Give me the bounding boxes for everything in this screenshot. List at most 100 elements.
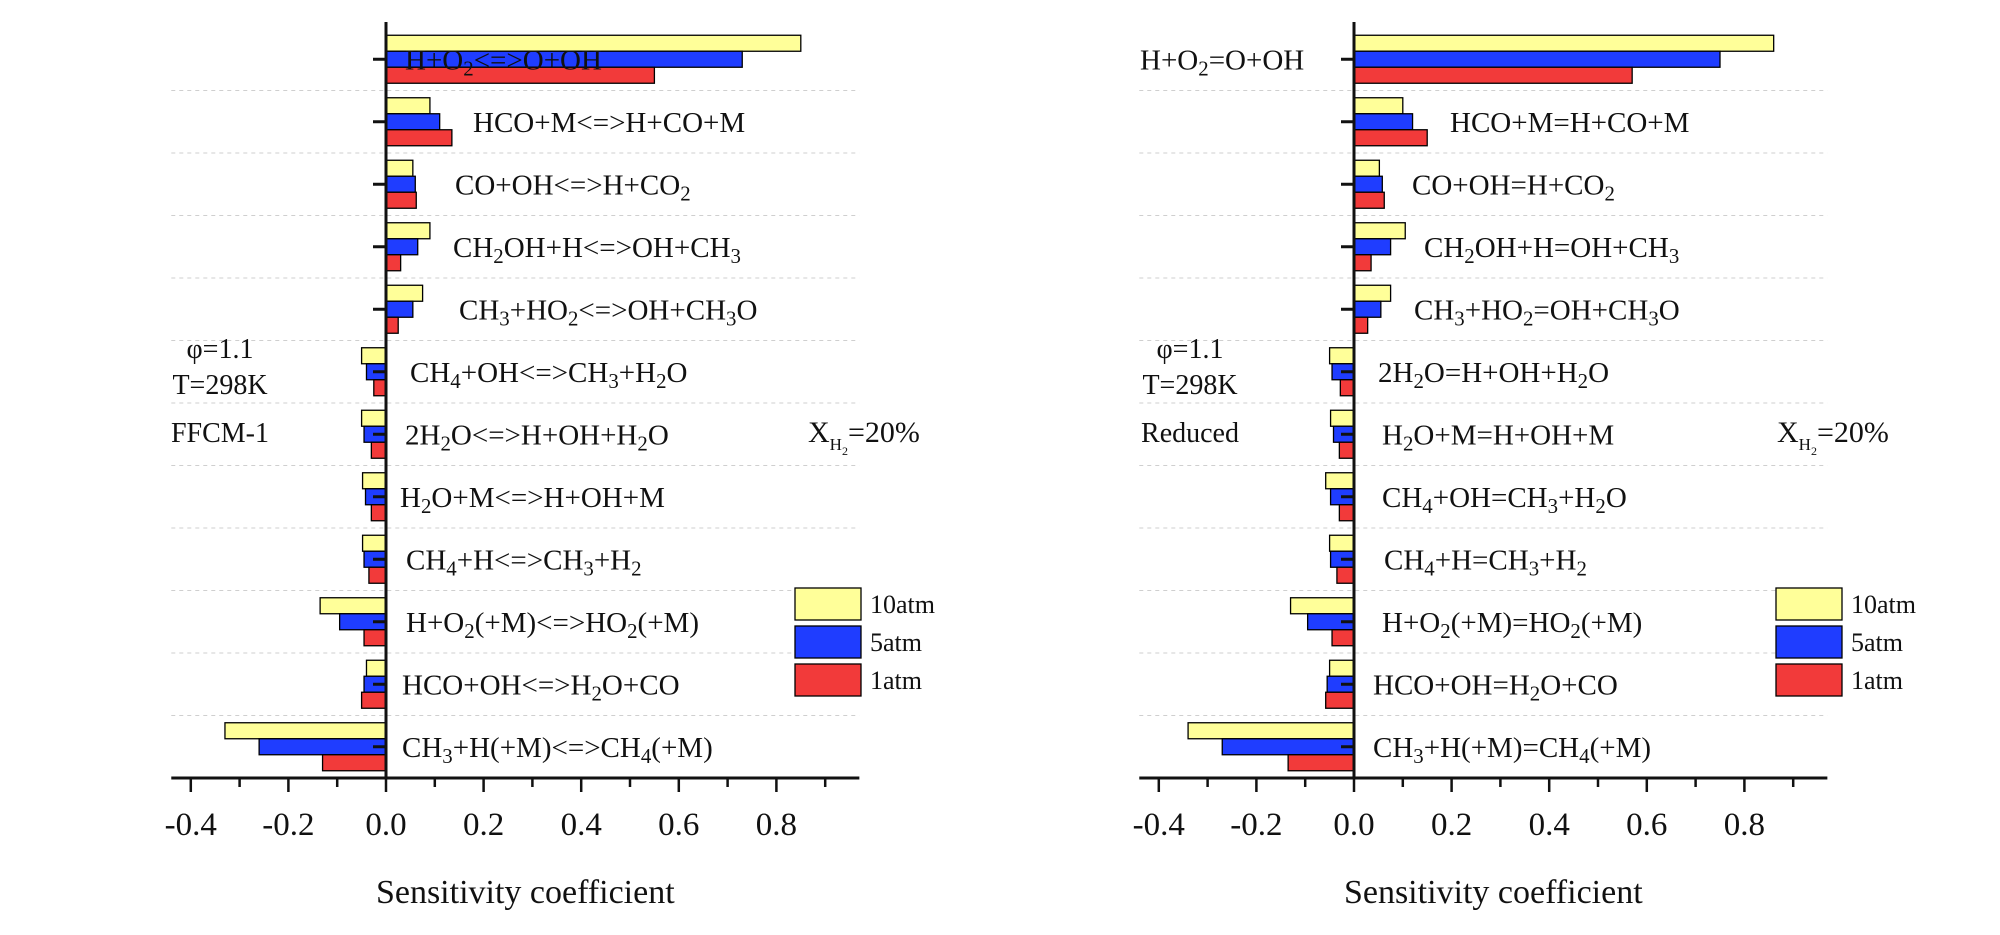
category-label: CO+OH=H+CO2 [1412, 169, 1615, 205]
bar-1atm-10 [1331, 629, 1355, 647]
category-label: HCO+OH=H2O+CO [1373, 669, 1618, 705]
bar-10atm-8 [1325, 472, 1355, 490]
x-tick-label: 0.2 [463, 807, 504, 843]
category-label: CH3+H(+M)=CH4(+M) [1373, 732, 1651, 768]
bar-10atm-10 [1289, 597, 1355, 615]
category-label: CH2OH+H=OH+CH3 [1424, 232, 1679, 268]
bar-1atm-7 [370, 441, 387, 459]
x-tick-label: 0.2 [1431, 807, 1472, 843]
condition-annotation: T=298K [1142, 370, 1237, 401]
category-label: HCO+OH<=>H2O+CO [402, 669, 680, 705]
bar-5atm-12 [1221, 738, 1355, 756]
bar-5atm-12 [258, 738, 387, 756]
bar-1atm-5 [1353, 316, 1369, 334]
legend-swatch-5atm [1775, 625, 1843, 659]
category-label: H+O2<=>O+OH [405, 44, 602, 80]
x-tick-label: 0.6 [658, 807, 699, 843]
bar-1atm-10 [363, 629, 387, 647]
bar-5atm-4 [1353, 238, 1392, 256]
x-tick-label: -0.2 [262, 807, 314, 843]
bar-1atm-2 [1353, 129, 1428, 147]
legend-swatch-5atm [794, 625, 862, 659]
bar-10atm-2 [385, 97, 431, 115]
category-label: CH3+H(+M)<=>CH4(+M) [402, 732, 713, 768]
bar-10atm-6 [1328, 347, 1355, 365]
bar-1atm-7 [1338, 441, 1355, 459]
legend-label-1atm: 1atm [870, 666, 922, 695]
category-label: 2H2O=H+OH+H2O [1378, 357, 1609, 393]
category-label: 2H2O<=>H+OH+H2O [405, 419, 669, 455]
bar-1atm-2 [385, 129, 453, 147]
bar-10atm-1 [1353, 34, 1775, 52]
bar-1atm-4 [1353, 254, 1372, 272]
bar-10atm-4 [1353, 222, 1406, 240]
bar-1atm-12 [1287, 754, 1355, 772]
legend-swatch-10atm [794, 587, 862, 621]
legend-label-10atm: 10atm [870, 590, 935, 619]
legend-label-10atm: 10atm [1851, 590, 1916, 619]
bar-1atm-1 [1353, 66, 1633, 84]
bar-1atm-11 [360, 691, 387, 709]
composition-label: XH2=20% [808, 416, 920, 458]
condition-annotation: φ=1.1 [187, 334, 254, 365]
category-label: HCO+M=H+CO+M [1450, 107, 1689, 139]
category-label: H2O+M=H+OH+M [1382, 419, 1614, 455]
x-tick-label: 0.8 [1724, 807, 1765, 843]
bar-1atm-3 [385, 191, 417, 209]
bar-1atm-8 [370, 504, 387, 522]
condition-annotation: φ=1.1 [1157, 334, 1224, 365]
condition-annotation: Reduced [1141, 418, 1239, 449]
bar-10atm-5 [385, 284, 424, 302]
category-label: CH4+OH<=>CH3+H2O [410, 357, 687, 393]
bar-1atm-3 [1353, 191, 1385, 209]
bar-1atm-6 [1339, 379, 1355, 397]
category-label: CH2OH+H<=>OH+CH3 [453, 232, 741, 268]
bar-1atm-9 [368, 566, 387, 584]
bar-1atm-9 [1336, 566, 1355, 584]
bar-5atm-4 [385, 238, 419, 256]
bar-10atm-11 [1328, 659, 1355, 677]
x-tick-label: 0.0 [1333, 807, 1374, 843]
bar-10atm-6 [360, 347, 387, 365]
x-tick-label: -0.2 [1230, 807, 1282, 843]
bar-10atm-7 [1329, 409, 1355, 427]
condition-annotation: T=298K [172, 370, 267, 401]
category-label: H+O2=O+OH [1140, 44, 1304, 80]
bar-10atm-12 [224, 722, 387, 740]
legend-swatch-1atm [1775, 663, 1843, 697]
bar-10atm-3 [385, 159, 414, 177]
category-label: CH4+OH=CH3+H2O [1382, 482, 1627, 518]
x-tick-label: 0.4 [1529, 807, 1570, 843]
bar-10atm-2 [1353, 97, 1404, 115]
x-axis-label: Sensitivity coefficient [1344, 874, 1643, 911]
bar-10atm-12 [1187, 722, 1355, 740]
composition-label: XH2=20% [1777, 416, 1889, 458]
bar-10atm-7 [360, 409, 387, 427]
x-axis-label: Sensitivity coefficient [376, 874, 675, 911]
category-label: CH4+H=CH3+H2 [1384, 544, 1587, 580]
bar-10atm-9 [1328, 534, 1355, 552]
bar-5atm-5 [385, 300, 414, 318]
bar-10atm-9 [361, 534, 387, 552]
x-tick-label: 0.6 [1626, 807, 1667, 843]
bar-1atm-11 [1325, 691, 1355, 709]
bar-10atm-4 [385, 222, 431, 240]
category-label: CH3+HO2<=>OH+CH3O [459, 294, 757, 330]
bar-1atm-12 [321, 754, 387, 772]
category-label: HCO+M<=>H+CO+M [473, 107, 745, 139]
bar-10atm-11 [365, 659, 387, 677]
condition-annotation: FFCM-1 [171, 418, 269, 449]
chart-panel-1: -0.4 -0.2 0.0 0.2 0.4 0.6 0.8 Sensitivity coeff… [165, 22, 935, 911]
legend-swatch-10atm [1775, 587, 1843, 621]
category-label: H+O2(+M)=HO2(+M) [1382, 607, 1642, 643]
bar-1atm-4 [385, 254, 402, 272]
legend-label-1atm: 1atm [1851, 666, 1903, 695]
bar-1atm-6 [373, 379, 387, 397]
category-label: CO+OH<=>H+CO2 [455, 169, 691, 205]
legend-swatch-1atm [794, 663, 862, 697]
bar-5atm-2 [1353, 113, 1414, 131]
bar-5atm-3 [385, 175, 416, 193]
category-label: CH3+HO2=OH+CH3O [1414, 294, 1680, 330]
bar-10atm-10 [319, 597, 387, 615]
x-tick-label: -0.4 [1133, 807, 1185, 843]
